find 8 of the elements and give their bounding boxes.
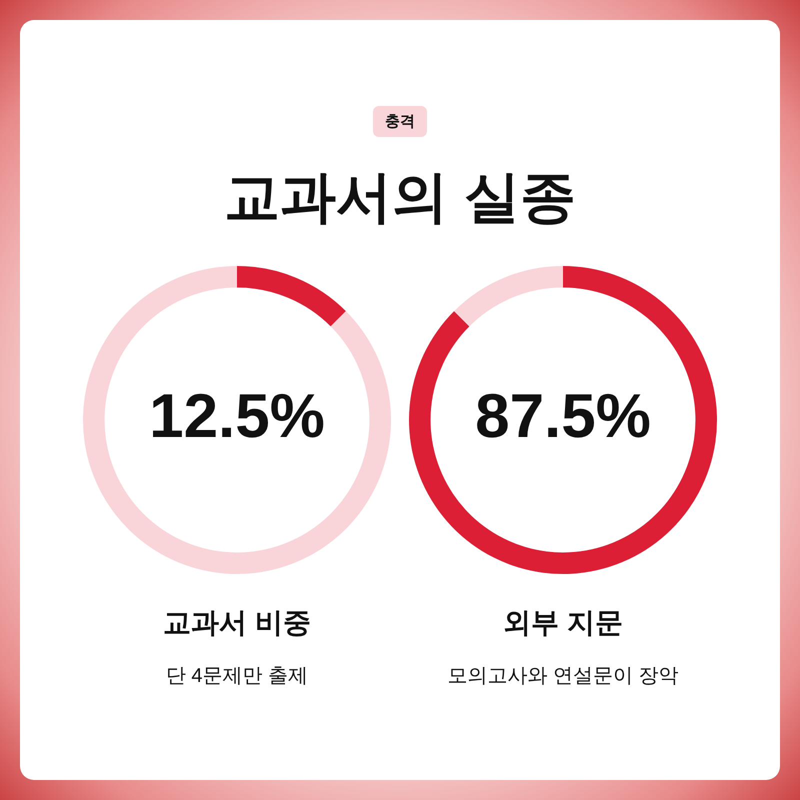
text: 교과서 비중 (162, 606, 312, 640)
data-label: 87.5% (475, 382, 651, 452)
text: 교과서의 실종 (223, 164, 577, 230)
text: 충격 (373, 106, 427, 137)
text: 모의고사와 연설문이 장악 (446, 664, 680, 689)
text: 단 4문제만 출제 (164, 664, 310, 689)
text: 외부 지문 (502, 606, 624, 640)
data-label: 12.5% (149, 382, 325, 452)
